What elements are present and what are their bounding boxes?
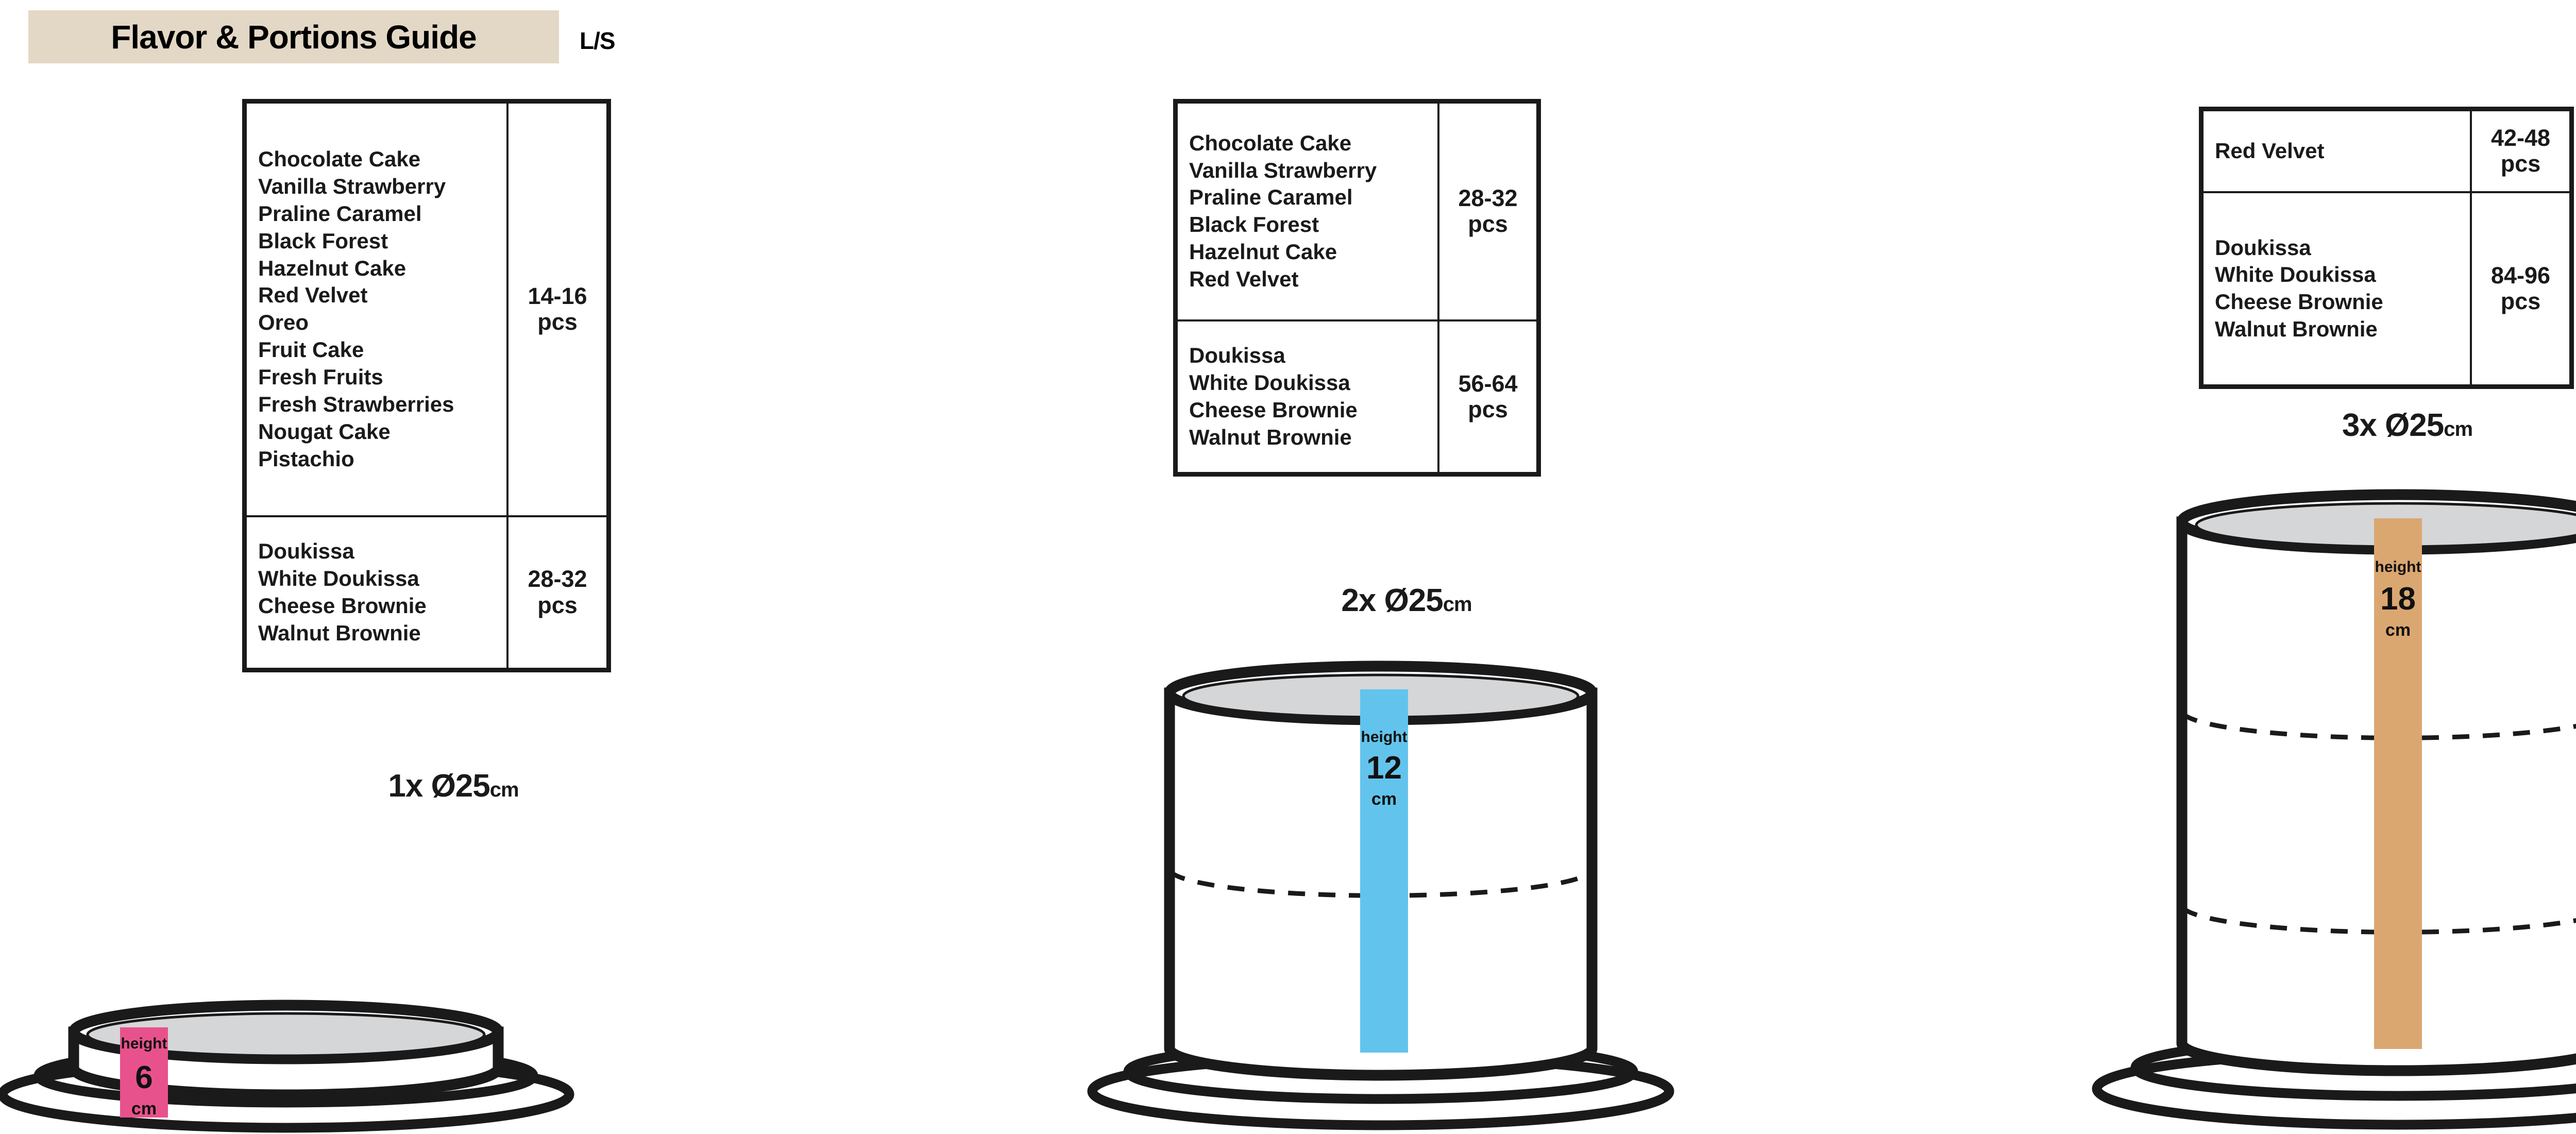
flavor-name: Pistachio — [258, 446, 354, 471]
flavor-name: Fresh Fruits — [258, 365, 383, 390]
flavor-name: Black Forest — [1189, 212, 1319, 237]
flavor-name: Doukissa — [1189, 343, 1285, 368]
cake-diagram-1x: 1x Ø25cm height 6 cm — [0, 768, 907, 1134]
portion-count-cell: 28-32 pcs — [506, 515, 608, 670]
height-bar-unit: cm — [1371, 789, 1397, 809]
flavor-name: Red Velvet — [258, 283, 368, 308]
table-row: Red Velvet 42-48 pcs — [2201, 109, 2571, 193]
table-body: Red Velvet 42-48 pcs Doukissa White Doukissa… — [2201, 109, 2571, 387]
header-banner: Flavor & Portions Guide — [28, 10, 559, 63]
height-bar-label: height — [121, 1035, 167, 1052]
portion-count-unit: pcs — [2500, 288, 2541, 315]
table-row: Doukissa White Doukissa Cheese Brownie Waln… — [2201, 191, 2571, 387]
flavor-list-cell: Doukissa White Doukissa Cheese Brownie Waln… — [1176, 319, 1439, 475]
portion-count-cell: 42-48 pcs — [2470, 109, 2571, 193]
height-bar-2x: height 12 cm — [1360, 689, 1408, 1053]
flavor-list-cell: Doukissa White Doukissa Cheese Brownie Waln… — [2201, 191, 2472, 387]
flavor-name: Red Velvet — [2215, 138, 2325, 163]
cake-diagram-2x: 2x Ø25cm height 12 cm — [953, 582, 1860, 1134]
flavor-name: Cheese Brownie — [258, 593, 427, 618]
portion-count-value: 84-96 — [2490, 262, 2551, 289]
flavor-name: Red Velvet — [1189, 267, 1299, 292]
flavor-name: Doukissa — [2215, 235, 2311, 260]
flavor-list-cell: Chocolate Cake Vanilla Strawberry Praline … — [245, 101, 509, 517]
portion-count-unit: pcs — [537, 309, 578, 335]
portion-count-value: 28-32 — [1458, 185, 1518, 211]
table-row: Doukissa White Doukissa Cheese Brownie Waln… — [245, 515, 608, 670]
flavor-name: Fruit Cake — [258, 337, 364, 362]
page-title: Flavor & Portions Guide — [111, 18, 477, 56]
portion-count-unit: pcs — [2500, 150, 2541, 177]
portion-count-unit: pcs — [1468, 211, 1508, 238]
cake-caption-main: 2x Ø25 — [1341, 583, 1443, 618]
height-bar-value: 12 — [1366, 750, 1402, 786]
table-row: Chocolate Cake Vanilla Strawberry Praline … — [1176, 101, 1538, 321]
portions-table-3x: Red Velvet 42-48 pcs Doukissa White Doukissa… — [2199, 107, 2574, 389]
cake-shape-1x — [0, 1000, 574, 1133]
height-bar-1x: height 6 cm — [120, 1027, 168, 1118]
portions-table-2x: Chocolate Cake Vanilla Strawberry Praline … — [1173, 99, 1541, 477]
flavor-name: Walnut Brownie — [258, 620, 421, 645]
cake-caption-main: 1x Ø25 — [388, 768, 490, 804]
portion-count-cell: 14-16 pcs — [506, 101, 608, 517]
height-bar-unit: cm — [2385, 620, 2411, 640]
cake-shape-3x — [2092, 489, 2576, 1130]
height-bar-label: height — [1361, 729, 1408, 746]
flavor-name: Vanilla Strawberry — [1189, 158, 1377, 182]
flavor-list-cell: Doukissa White Doukissa Cheese Brownie Waln… — [245, 515, 509, 670]
flavor-name: Fresh Strawberries — [258, 392, 454, 417]
flavor-list-cell: Red Velvet — [2201, 109, 2472, 193]
flavor-name: Cheese Brownie — [1189, 397, 1358, 422]
height-bar-value: 18 — [2380, 581, 2416, 617]
height-bar-label: height — [2375, 558, 2421, 576]
portion-count-cell: 84-96 pcs — [2470, 191, 2571, 387]
cake-diagram-3x: 3x Ø25cm height 18 cm — [1932, 392, 2576, 1134]
table-body: Chocolate Cake Vanilla Strawberry Praline … — [1176, 101, 1538, 475]
table-row: Doukissa White Doukissa Cheese Brownie Waln… — [1176, 319, 1538, 475]
flavor-name: Praline Caramel — [258, 201, 422, 226]
portion-count-unit: pcs — [1468, 396, 1508, 422]
flavor-name: Chocolate Cake — [1189, 130, 1352, 155]
flavor-name: Black Forest — [258, 228, 388, 253]
portion-count-value: 14-16 — [528, 282, 587, 309]
portion-count-unit: pcs — [537, 591, 578, 618]
portion-count-cell: 28-32 pcs — [1437, 101, 1538, 321]
cake-caption-unit: cm — [489, 778, 519, 801]
flavor-name: Hazelnut Cake — [258, 256, 406, 280]
table-body: Chocolate Cake Vanilla Strawberry Praline … — [245, 101, 608, 670]
table-row: Chocolate Cake Vanilla Strawberry Praline … — [245, 101, 608, 517]
flavor-name: Cheese Brownie — [2215, 290, 2383, 314]
flavor-name: White Doukissa — [2215, 262, 2376, 287]
cake-caption-3x: 3x Ø25cm — [1932, 407, 2576, 444]
flavor-name: Oreo — [258, 310, 309, 335]
flavor-name: White Doukissa — [258, 566, 419, 590]
cake-caption-1x: 1x Ø25cm — [0, 768, 907, 804]
cake-caption-unit: cm — [1443, 593, 1472, 616]
portion-count-value: 28-32 — [528, 566, 587, 593]
flavor-name: Hazelnut Cake — [1189, 240, 1337, 264]
cake-top-surface — [86, 1012, 486, 1057]
flavor-name: Doukissa — [258, 539, 354, 564]
flavor-list-cell: Chocolate Cake Vanilla Strawberry Praline … — [1176, 101, 1439, 321]
cake-caption-main: 3x Ø25 — [2342, 408, 2444, 443]
height-bar-3x: height 18 cm — [2374, 518, 2422, 1049]
flavor-name: Vanilla Strawberry — [258, 174, 446, 198]
flavor-name: Praline Caramel — [1189, 185, 1353, 210]
flavor-name: Walnut Brownie — [1189, 425, 1352, 449]
flavor-name: Nougat Cake — [258, 419, 391, 444]
header-code-label: L/S — [580, 27, 616, 54]
portions-table-1x: Chocolate Cake Vanilla Strawberry Praline … — [242, 99, 611, 672]
height-bar-unit: cm — [131, 1099, 157, 1119]
portion-count-cell: 56-64 pcs — [1437, 319, 1538, 475]
height-bar-value: 6 — [135, 1060, 153, 1095]
flavor-name: White Doukissa — [1189, 370, 1350, 395]
cake-caption-2x: 2x Ø25cm — [953, 582, 1860, 619]
flavor-name: Walnut Brownie — [2215, 317, 2378, 342]
cake-caption-unit: cm — [2444, 418, 2473, 441]
portion-count-value: 42-48 — [2490, 124, 2551, 151]
flavor-name: Chocolate Cake — [258, 146, 421, 171]
portion-count-value: 56-64 — [1458, 370, 1518, 397]
